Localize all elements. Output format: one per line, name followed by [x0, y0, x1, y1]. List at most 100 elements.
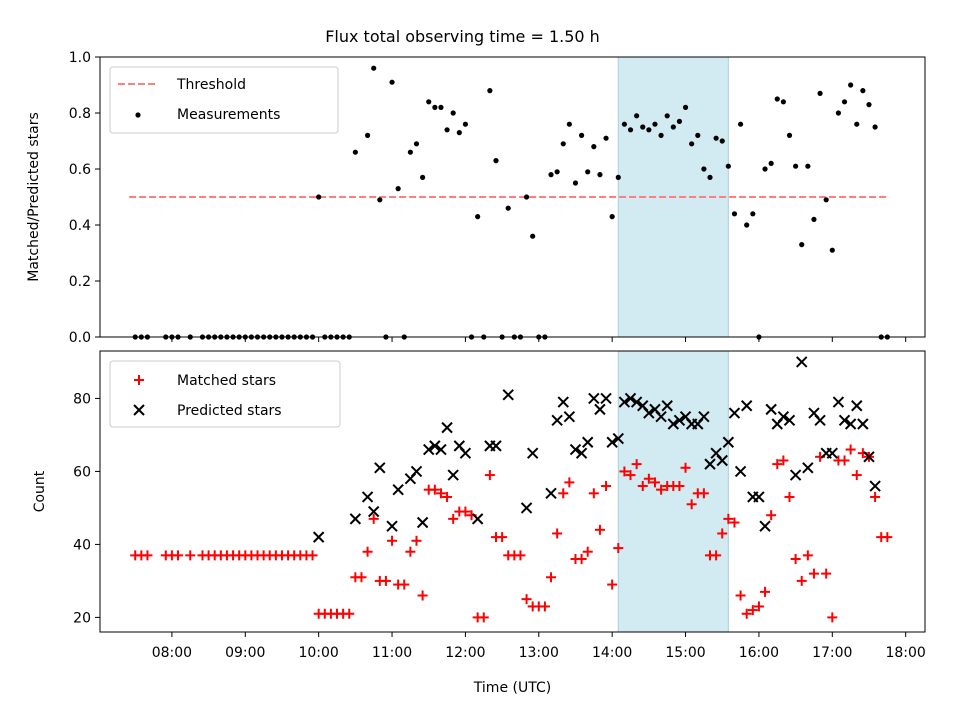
measurement-point	[505, 205, 511, 211]
measurement-point	[860, 88, 866, 94]
measurement-point	[627, 127, 634, 133]
predicted-star-point	[563, 410, 576, 423]
count-y-axis-label: Count	[32, 470, 48, 512]
measurement-point	[817, 90, 823, 96]
measurement-point	[854, 121, 860, 127]
y-tick-label: 60	[73, 464, 91, 480]
measurement-point	[548, 172, 554, 178]
measurement-point	[866, 102, 872, 108]
matched-star-point	[588, 488, 599, 499]
predicted-star-point	[789, 469, 802, 481]
matched-star-point	[429, 484, 440, 495]
measurement-point	[652, 121, 658, 127]
matched-star-point	[845, 444, 856, 455]
predicted-star-point	[520, 502, 533, 514]
measurement-point	[450, 110, 456, 116]
measurement-point	[701, 166, 707, 172]
matched-star-point	[747, 605, 758, 616]
matched-star-point	[717, 528, 728, 539]
ratio-panel: 0.0 0.2 0.4 0.6 0.8 1.0 Flux total observing …	[26, 27, 926, 346]
measurement-point	[750, 211, 756, 217]
predicted-star-point	[361, 491, 374, 503]
ratio-x-ticks	[171, 337, 907, 342]
matched-star-point	[753, 601, 764, 612]
predicted-star-point	[423, 443, 435, 456]
measurement-point	[786, 132, 793, 138]
x-tick-label: 08:00	[152, 645, 192, 661]
legend-matched-swatch	[134, 375, 144, 385]
measurement-point	[823, 197, 829, 203]
predicted-star-point	[796, 356, 808, 368]
matched-star-point	[521, 594, 532, 605]
measurement-point	[793, 163, 799, 169]
measurement-point	[578, 132, 585, 138]
measurement-point	[371, 65, 377, 71]
measurement-point	[841, 99, 848, 105]
matched-star-point	[380, 575, 391, 586]
matched-star-point	[411, 535, 422, 546]
measurement-point	[621, 121, 627, 127]
predicted-star-point	[869, 480, 881, 492]
measurement-point	[609, 214, 615, 220]
predicted-star-point	[618, 396, 631, 408]
matched-star-point	[613, 543, 624, 554]
measurement-point	[780, 99, 786, 105]
count-plot-frame	[99, 350, 926, 633]
matched-star-point	[741, 608, 752, 619]
matched-star-point	[802, 550, 813, 561]
predicted-star-point	[410, 465, 423, 478]
legend-threshold-label: Threshold	[176, 77, 246, 93]
predicted-star-point	[588, 392, 600, 405]
matched-star-point	[594, 524, 605, 535]
x-tick-label: 17:00	[812, 645, 852, 661]
predicted-star-point	[643, 407, 655, 419]
y-tick-label: 0.2	[69, 274, 91, 290]
measurement-point	[530, 233, 536, 239]
predicted-star-point	[612, 432, 624, 445]
measurement-point	[799, 242, 805, 248]
legend-predicted-label: Predicted stars	[177, 403, 282, 419]
measurement-point	[737, 121, 744, 127]
measurement-point	[805, 163, 811, 169]
matched-star-point	[460, 506, 471, 517]
predicted-star-point	[526, 447, 539, 459]
matched-star-point	[435, 488, 446, 499]
count-legend-box	[109, 360, 341, 428]
measurement-point	[554, 169, 560, 175]
predicted-star-point	[704, 458, 716, 470]
measurement-point	[566, 121, 572, 127]
measurement-point	[744, 222, 750, 228]
matched-star-point	[558, 488, 569, 499]
matched-star-point	[631, 459, 642, 470]
predicted-star-point	[575, 447, 588, 459]
predicted-star-point	[863, 451, 875, 463]
predicted-star-point	[435, 443, 447, 456]
count-panel: 20 40 60 80 08:00 09:00 10:00 11:00 12:00 13:00 1…	[32, 350, 926, 696]
y-tick-label: 0.6	[69, 162, 91, 178]
count-legend: Matched stars Predicted stars	[109, 360, 341, 428]
matched-star-point	[778, 455, 789, 466]
measurement-point	[713, 135, 719, 141]
matched-star-point	[729, 517, 740, 528]
legend-measurements-swatch	[135, 112, 141, 118]
predicted-star-point	[349, 513, 362, 525]
measurement-point	[689, 141, 695, 147]
matched-star-point	[649, 477, 660, 488]
measurement-point	[835, 110, 842, 116]
measurement-point	[664, 113, 670, 119]
matched-star-point	[399, 579, 410, 590]
matched-star-point	[307, 550, 318, 561]
matched-star-point	[185, 550, 196, 561]
measurement-point	[603, 135, 609, 141]
measurement-point	[658, 132, 664, 138]
matched-star-point	[142, 550, 153, 561]
predicted-star-point	[569, 443, 582, 456]
predicted-star-point	[441, 421, 453, 434]
predicted-star-point	[606, 436, 618, 448]
predicted-star-point	[857, 418, 869, 430]
predicted-star-point	[765, 403, 777, 416]
matched-star-point	[698, 488, 709, 499]
measurement-point	[389, 79, 395, 85]
predicted-star-point	[832, 396, 845, 408]
matched-star-point	[686, 499, 697, 510]
